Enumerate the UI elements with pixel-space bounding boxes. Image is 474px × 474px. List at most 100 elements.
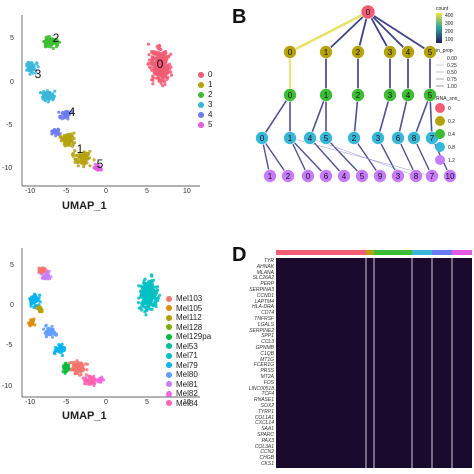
umap-bottom-xtick: -10	[25, 399, 36, 406]
umap-bottom-point	[140, 308, 144, 312]
legend-swatch	[166, 343, 172, 349]
umap-top-point	[164, 60, 168, 64]
umap-top-point	[153, 50, 157, 55]
heatmap-gene-label: SPP1	[261, 333, 274, 340]
umap-bottom-point	[89, 380, 93, 384]
umap-samples-panel: UMAP_1 -10 -5 0 5 10 5 0 -5 -10 Mel103 Me…	[0, 240, 230, 474]
umap-top-point	[151, 82, 155, 86]
tree-node-label: 5	[428, 91, 433, 100]
legend-label: 4	[208, 110, 213, 119]
legend-label: 3	[208, 100, 213, 109]
umap-top-legend-item: 2	[198, 90, 212, 99]
umap-top-point	[156, 62, 160, 66]
heatmap-gene-labels: TYR AHNAK MLANA SLC26A2 PERP SERPINA3 CCND1 LAP…	[240, 258, 274, 470]
tree-edge	[325, 11, 369, 53]
umap-top-point	[57, 40, 62, 44]
legend-swatch	[166, 362, 172, 368]
umap-bottom-point	[101, 378, 106, 382]
tree-edge	[309, 94, 327, 139]
umap-top-point	[157, 77, 162, 81]
heatmap-gene-label: RNASE1	[253, 397, 274, 404]
umap-top-point	[151, 51, 155, 55]
umap-top-legend-item: 4	[198, 110, 212, 119]
tree-node	[347, 131, 361, 145]
umap-bottom-legend-item: Mel79	[166, 361, 198, 370]
umap-bottom-point	[33, 293, 37, 297]
umap-bottom-legend-item: Mel71	[166, 351, 198, 360]
heatmap-gene-label: LAPTM4	[254, 298, 274, 305]
tree-node-label: 2	[356, 91, 361, 100]
umap-bottom-point	[158, 293, 162, 297]
umap-bottom-point	[146, 294, 150, 298]
tree-node-label: 1	[268, 172, 273, 181]
umap-top-point	[82, 162, 86, 167]
umap-top-cluster-label: 3	[35, 67, 42, 81]
legend-label: Mel103	[176, 294, 203, 303]
umap-bottom-point	[140, 304, 144, 308]
tree-node-label: 10	[446, 172, 455, 181]
umap-top-point	[158, 53, 162, 57]
umap-bottom-point	[156, 296, 160, 300]
legend-label: 5	[208, 120, 213, 129]
heatmap-gene-label: AHNAK	[256, 263, 274, 270]
tree-edge	[367, 11, 409, 53]
tree-node-label: 0	[288, 91, 293, 100]
tree-node-label: 4	[342, 172, 347, 181]
umap-top-point	[161, 57, 165, 62]
legend-swatch	[198, 71, 204, 78]
legend-label: Mel129pa	[176, 332, 212, 341]
umap-top-ytick: -10	[2, 165, 13, 172]
umap-top-point	[165, 58, 169, 62]
heatmap-gene-label: CXCL14	[255, 420, 274, 427]
umap-top-point	[150, 68, 154, 72]
legend-res-swatch	[435, 103, 445, 113]
tree-node	[281, 169, 295, 183]
umap-top-point	[150, 78, 154, 82]
umap-bottom-legend-item: Mel81	[166, 380, 198, 389]
umap-bottom-point	[39, 308, 43, 312]
umap-top-point	[159, 74, 163, 78]
tree-edge	[429, 94, 433, 139]
umap-bottom-point	[143, 282, 147, 286]
umap-bottom-point	[153, 303, 157, 307]
umap-top-point	[159, 81, 163, 85]
tree-node	[319, 45, 333, 59]
legend-res-swatch	[435, 116, 445, 126]
umap-bottom-point	[85, 368, 89, 372]
umap-bottom-point	[40, 266, 45, 270]
umap-top-point	[95, 164, 99, 168]
tree-node	[425, 169, 439, 183]
umap-top-legend-item: 3	[198, 100, 212, 109]
tree-edge	[289, 137, 309, 177]
umap-top-point	[62, 112, 66, 116]
tree-node	[351, 45, 365, 59]
legend-res-swatch	[435, 142, 445, 152]
umap-bottom-point	[44, 324, 48, 328]
tree-node-label: 2	[352, 134, 357, 143]
legend-inprop-tick: 0.25	[447, 63, 457, 69]
heatmap-gene-label: CKS1	[260, 461, 274, 467]
legend-res-tick: 0.4	[448, 132, 455, 138]
tree-node	[283, 88, 297, 102]
legend-res-swatch	[435, 155, 445, 165]
umap-top-point	[58, 116, 62, 120]
umap-bottom-point	[99, 380, 103, 384]
heatmap-top-bar	[374, 250, 412, 255]
umap-top-point	[147, 58, 151, 62]
umap-bottom-point	[149, 273, 154, 277]
umap-bottom-point	[29, 299, 33, 303]
tree-node	[401, 45, 415, 59]
legend-label: Mel80	[176, 370, 198, 379]
umap-bottom-point	[142, 279, 146, 283]
umap-bottom-point	[64, 369, 68, 373]
tree-node	[407, 131, 421, 145]
legend-count-bar	[436, 13, 442, 43]
umap-top-point	[52, 39, 57, 43]
umap-bottom-point	[155, 291, 159, 295]
legend-res-tick: 1.2	[448, 158, 455, 164]
umap-top-point	[72, 131, 76, 135]
umap-top-point	[54, 129, 58, 133]
umap-top-point	[163, 80, 167, 84]
tree-edge	[309, 137, 345, 177]
umap-top-point	[42, 40, 46, 44]
